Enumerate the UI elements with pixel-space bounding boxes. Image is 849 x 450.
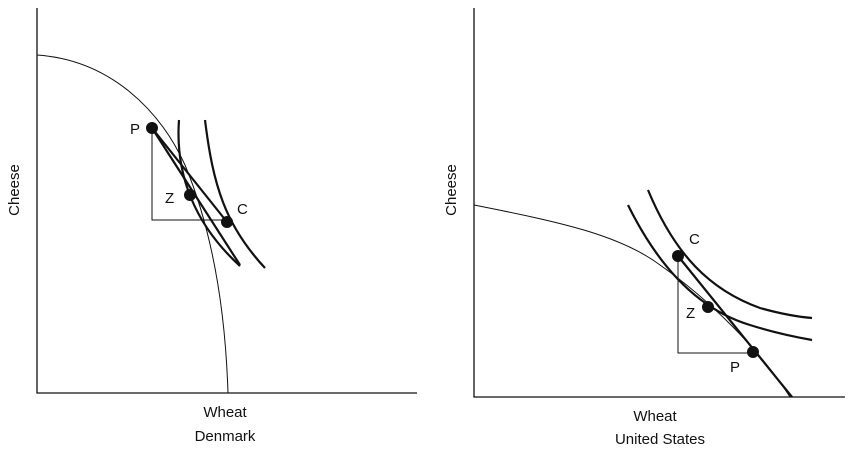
indifference-curve bbox=[627, 204, 813, 342]
point bbox=[146, 122, 158, 134]
price-line bbox=[151, 127, 241, 266]
panel-title: United States bbox=[615, 431, 705, 448]
point-label: P bbox=[730, 359, 740, 376]
point bbox=[672, 250, 684, 262]
panel-title: Denmark bbox=[195, 428, 256, 445]
panel-denmark: P Z C Cheese Wheat Denmark bbox=[6, 8, 417, 445]
trade-line bbox=[151, 127, 228, 223]
point-label: Z bbox=[686, 305, 695, 322]
x-axis-label: Wheat bbox=[633, 408, 677, 425]
x-axis-label: Wheat bbox=[203, 404, 247, 421]
point bbox=[702, 301, 714, 313]
production-frontier bbox=[36, 54, 229, 394]
indifference-curve bbox=[203, 119, 266, 269]
trade-line bbox=[677, 255, 793, 398]
y-axis-label: Cheese bbox=[443, 164, 460, 216]
y-axis-label: Cheese bbox=[6, 164, 23, 216]
point-label: C bbox=[237, 201, 248, 218]
point bbox=[184, 189, 196, 201]
point bbox=[221, 216, 233, 228]
point-label: Z bbox=[165, 190, 174, 207]
panel-united-states: C Z P Cheese Wheat United States bbox=[443, 8, 845, 448]
indifference-curve bbox=[646, 189, 813, 320]
point bbox=[747, 346, 759, 358]
axes bbox=[36, 8, 417, 394]
point-label: C bbox=[689, 231, 700, 248]
axes bbox=[473, 8, 845, 398]
point-label: P bbox=[130, 121, 140, 138]
trade-triangle bbox=[677, 256, 753, 354]
